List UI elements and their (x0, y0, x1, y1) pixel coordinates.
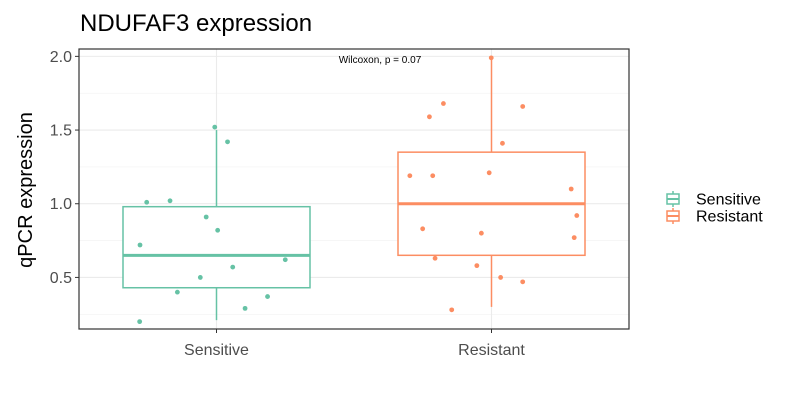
data-point (225, 139, 230, 145)
data-point (420, 226, 426, 232)
data-point (265, 294, 270, 299)
data-point (144, 199, 150, 205)
data-point (430, 173, 436, 179)
legend-item-resistant: Resistant (666, 208, 763, 226)
box-sensitive (122, 130, 311, 321)
x-axis: Sensitive Resistant (184, 329, 525, 359)
data-point (449, 307, 455, 313)
y-tick-label: 1.0 (50, 196, 72, 213)
legend-label: Sensitive (696, 192, 761, 209)
data-point (282, 257, 288, 263)
x-tick-label: Resistant (458, 342, 525, 359)
data-point (574, 213, 580, 218)
y-axis: 0.5 1.0 1.5 2.0 (50, 49, 79, 287)
data-point (167, 198, 173, 204)
box-iqr (122, 205, 311, 289)
data-point (242, 305, 248, 311)
data-point (568, 186, 574, 192)
legend-label: Resistant (696, 209, 763, 226)
x-tick-label: Sensitive (184, 342, 249, 359)
data-point (498, 275, 504, 280)
data-point (174, 289, 180, 295)
y-tick-label: 2.0 (50, 49, 72, 66)
box-resistant (397, 56, 586, 307)
y-tick-label: 1.5 (50, 123, 72, 140)
data-point (197, 275, 203, 280)
data-point (474, 263, 480, 269)
data-point (520, 279, 526, 285)
data-point (212, 124, 218, 130)
chart-title: NDUFAF3 expression (80, 10, 312, 37)
legend-item-sensitive: Sensitive (666, 191, 761, 209)
y-axis-title: qPCR expression (15, 112, 37, 268)
data-point (500, 140, 505, 146)
data-point (230, 264, 236, 270)
wilcoxon-annotation: Wilcoxon, p = 0.07 (339, 55, 422, 66)
data-point (407, 173, 413, 179)
data-point (137, 242, 143, 248)
data-point (427, 114, 432, 120)
data-point (478, 230, 484, 236)
data-point (203, 214, 209, 220)
plot-panel (78, 48, 630, 330)
data-point (215, 227, 221, 233)
y-tick-label: 0.5 (50, 270, 72, 287)
data-point (441, 101, 446, 106)
data-point (486, 170, 492, 176)
panel-border (78, 48, 630, 330)
data-point (137, 319, 143, 325)
data-point (432, 255, 438, 261)
data-point (488, 55, 494, 61)
data-point (520, 104, 526, 109)
data-point (571, 235, 577, 241)
